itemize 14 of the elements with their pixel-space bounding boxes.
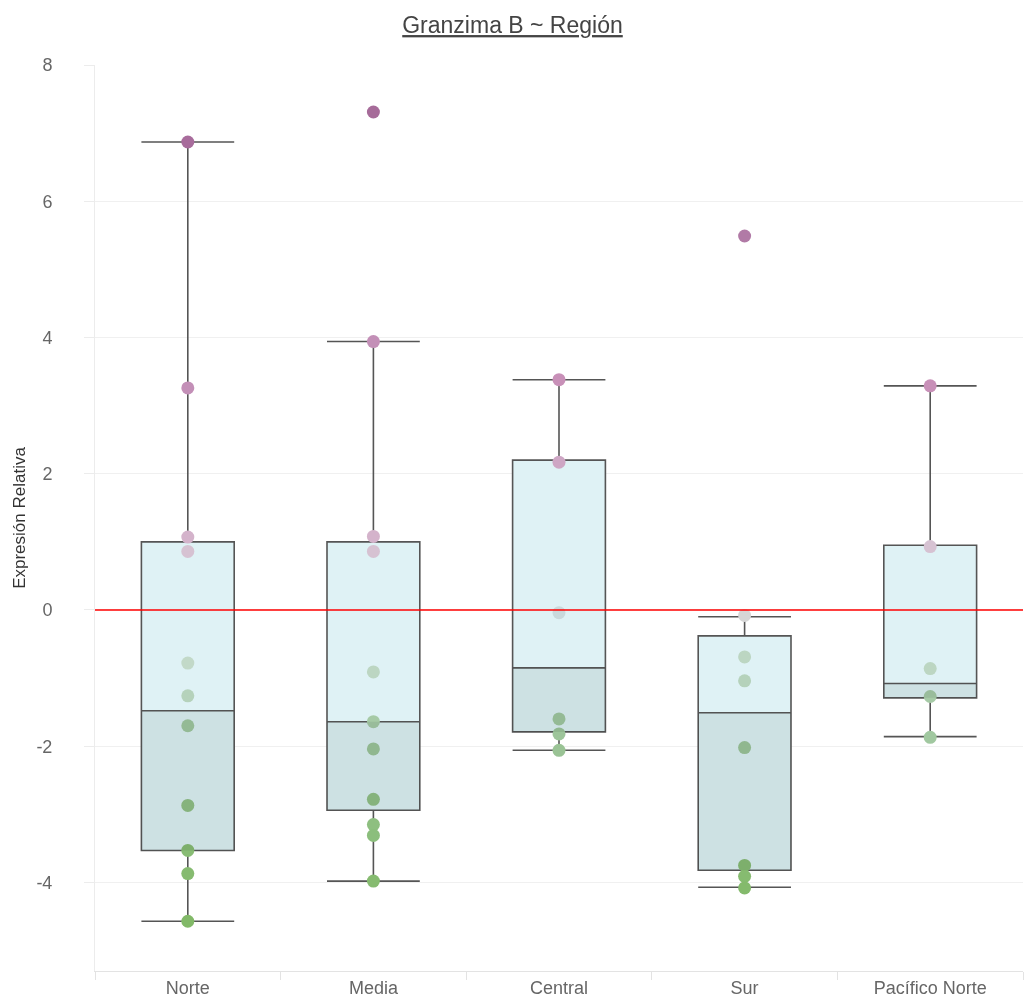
- x-tick-label: Media: [348, 977, 399, 998]
- chart-title: Granzima B ~ Región: [402, 12, 623, 39]
- y-tick-label: -2: [36, 736, 53, 757]
- y-tick-label: 2: [42, 464, 53, 485]
- x-tick-label: Norte: [165, 977, 210, 998]
- y-tick-label: 0: [42, 600, 53, 621]
- y-tick-label: 4: [42, 327, 53, 348]
- x-tick-label: Central: [529, 977, 589, 998]
- x-tick-label: Sur: [730, 977, 759, 998]
- x-tick-label: Pacífico Norte: [873, 977, 987, 998]
- y-axis-title: Expresión Relativa: [9, 446, 29, 589]
- y-tick-label: -4: [36, 872, 53, 893]
- y-tick-label: 6: [42, 191, 53, 212]
- y-tick-label: 8: [42, 55, 53, 76]
